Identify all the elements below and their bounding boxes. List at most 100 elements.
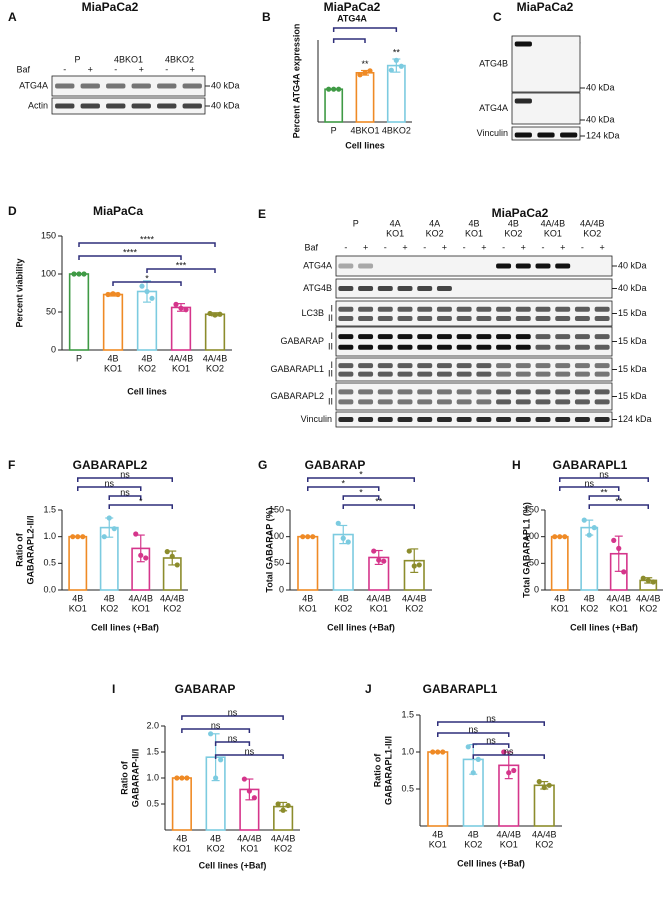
size-marker: 15 kDa (618, 336, 647, 346)
treatment-sign: - (502, 242, 505, 252)
x-tick-label: 4A/4B (366, 593, 391, 603)
blot-strip (335, 357, 613, 382)
data-point (581, 517, 587, 523)
band (377, 371, 393, 377)
data-point (305, 534, 311, 540)
band (515, 399, 531, 405)
x-tick-label: 4A/4B (128, 593, 153, 603)
significance-bracket (559, 477, 649, 482)
band (182, 103, 202, 109)
panel-letter: I (112, 682, 115, 696)
band (338, 371, 354, 377)
y-tick-label: 150 (269, 504, 284, 514)
y-tick-label: 0.5 (401, 783, 414, 793)
bar (68, 273, 90, 351)
y-axis-label: Ratio of (14, 532, 24, 566)
lane-group-label: KO1 (386, 228, 404, 238)
x-tick-label: KO1 (299, 603, 317, 613)
band (377, 344, 393, 350)
significance-bracket (77, 477, 173, 482)
data-point (80, 534, 86, 540)
treatment-sign: + (88, 64, 93, 74)
y-tick-label: 50 (46, 306, 56, 316)
data-point (174, 775, 180, 781)
size-marker: 40 kDa (211, 80, 240, 90)
band (535, 363, 551, 369)
significance-label: ns (468, 724, 478, 734)
band (456, 316, 472, 321)
x-tick-label: KO1 (610, 603, 628, 613)
y-tick-label: 1.0 (43, 531, 56, 541)
band (515, 363, 531, 369)
size-marker: 15 kDa (618, 391, 647, 401)
data-point (326, 86, 332, 92)
band (397, 286, 413, 291)
band (338, 389, 354, 395)
x-axis-label: Cell lines (+Baf) (327, 622, 395, 632)
data-point (76, 271, 82, 277)
data-point (611, 537, 617, 544)
band-label: II (328, 313, 333, 323)
data-point (212, 312, 218, 318)
y-tick-label: 0 (534, 584, 539, 594)
band (535, 389, 551, 395)
band (338, 263, 354, 269)
data-point (115, 291, 121, 298)
band (338, 363, 354, 369)
significance-bracket (472, 743, 510, 748)
treatment-sign: - (581, 242, 584, 252)
bar (324, 88, 344, 123)
band (574, 417, 590, 422)
data-point (275, 801, 281, 807)
y-tick-label: 1.5 (43, 504, 56, 514)
band (55, 83, 75, 89)
data-point (111, 526, 117, 532)
data-point (640, 575, 646, 581)
band (594, 344, 610, 350)
row-label: GABARAP (280, 336, 324, 346)
significance-bracket (78, 242, 216, 247)
treatment-sign: + (600, 242, 605, 252)
data-point (376, 557, 382, 563)
data-point (310, 534, 316, 540)
band (377, 286, 393, 291)
significance-bracket (78, 255, 182, 260)
y-tick-label: 0.0 (43, 584, 56, 594)
x-tick-label: KO2 (464, 839, 482, 849)
band (358, 306, 374, 312)
significance-bracket (112, 281, 182, 286)
significance-bracket (108, 495, 142, 500)
blot-title: MiaPaCa2 (82, 0, 139, 14)
band (358, 286, 374, 291)
band (358, 389, 374, 395)
x-tick-label: KO2 (100, 603, 118, 613)
band (574, 371, 590, 377)
x-tick-label: 4A/4B (169, 353, 194, 363)
band (157, 103, 177, 109)
band (515, 417, 531, 422)
x-tick-label: KO1 (429, 839, 447, 849)
lane-group-label: P (353, 218, 359, 228)
bar (170, 306, 192, 351)
size-marker: 40 kDa (618, 260, 647, 270)
significance-bracket (181, 728, 251, 733)
data-point (133, 531, 139, 537)
band (417, 399, 433, 405)
significance-bracket (214, 741, 251, 746)
lane-group-label: 4BKO1 (114, 54, 143, 64)
treatment-sign: + (139, 64, 144, 74)
row-label: ATG4B (303, 283, 332, 293)
x-tick-label: 4A/4B (606, 593, 631, 603)
band (338, 417, 354, 422)
data-point (536, 779, 542, 785)
x-axis-label: Cell lines (+Baf) (570, 622, 638, 632)
treatment-sign: - (463, 242, 466, 252)
band (55, 103, 75, 109)
blot-strip (51, 75, 206, 97)
band (476, 306, 492, 312)
band (555, 363, 571, 369)
y-axis-label: GABARAP-II/I (130, 749, 140, 808)
size-marker: 124 kDa (618, 414, 652, 424)
band (436, 399, 452, 405)
row-label: GABARAPL1 (270, 364, 324, 374)
